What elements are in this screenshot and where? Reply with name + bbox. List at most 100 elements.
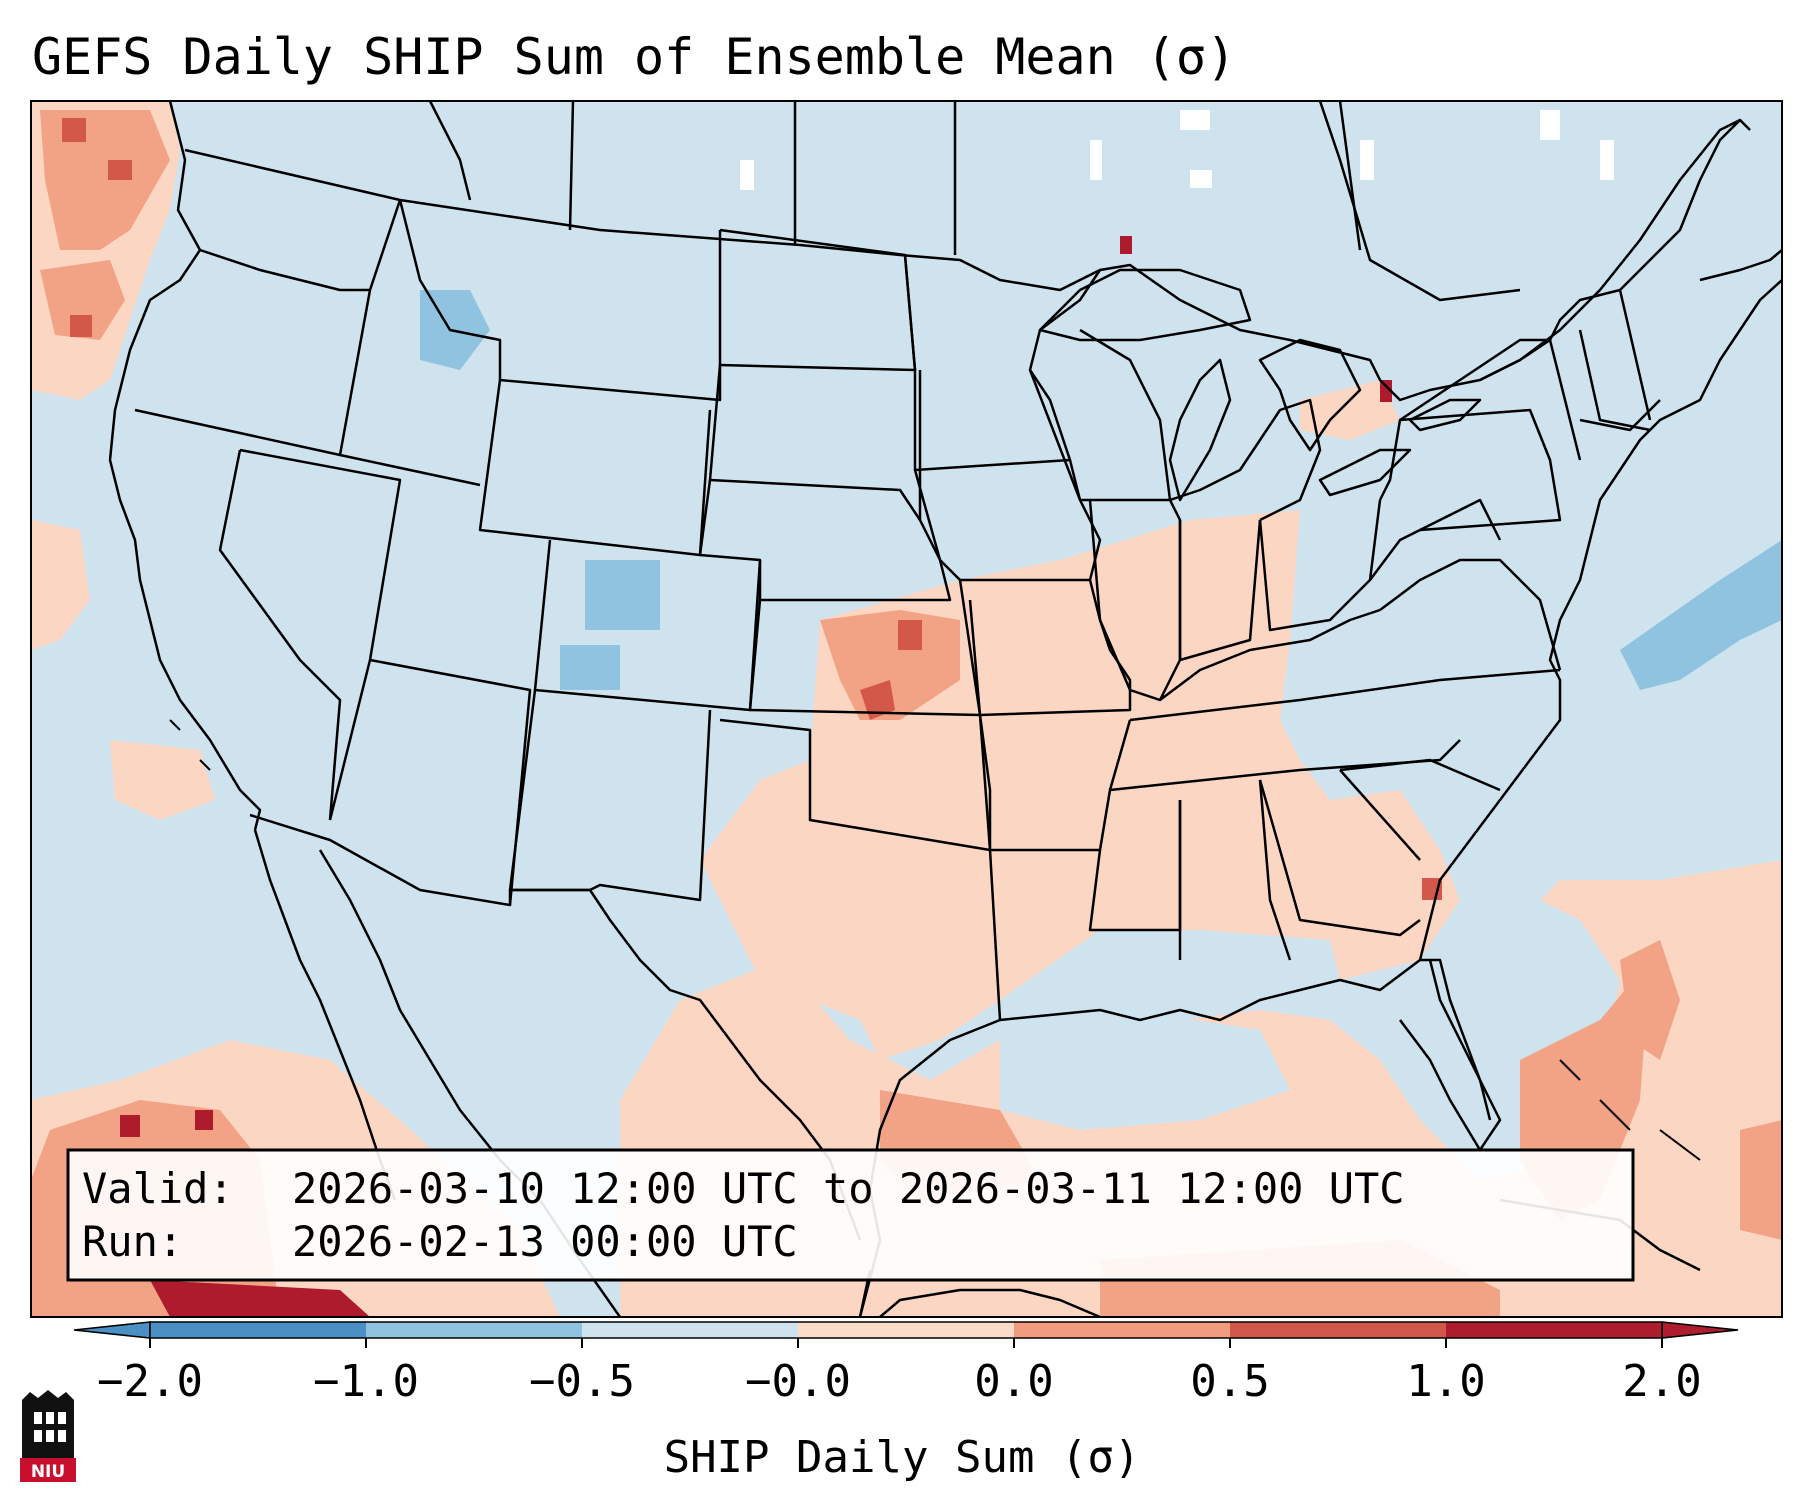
colorbar-label: SHIP Daily Sum (σ): [664, 1432, 1141, 1483]
gap-canada-4: [1360, 140, 1374, 180]
state-line-tn-south: [1109, 739, 1461, 792]
anomaly-pacific-red3: [70, 315, 92, 337]
state-line-wa-or: [199, 248, 370, 292]
colorbar-tick-label: 2.0: [1622, 1356, 1701, 1407]
channel-islands: [169, 719, 211, 771]
lake-superior: [1038, 268, 1252, 342]
logo-banner: [20, 1458, 76, 1482]
run-label: Run:: [82, 1217, 183, 1266]
anomaly-pacific-north-red2: [108, 160, 132, 180]
anomaly-colorado-blue: [585, 560, 660, 630]
gap-canada-1: [740, 160, 754, 190]
gap-canada-2: [1090, 140, 1102, 180]
canada-province-line-1: [568, 101, 575, 231]
nova-scotia: [1699, 249, 1782, 282]
gap-canada-6: [1600, 140, 1614, 180]
anomaly-atlantic-orange: [1620, 940, 1680, 1060]
state-line-co: [533, 539, 762, 712]
anomaly-kansas-red2: [898, 620, 922, 650]
state-line-ga-sc: [1339, 769, 1421, 861]
lake-huron: [1258, 338, 1362, 452]
state-line-mi: [1169, 398, 1322, 522]
anomaly-pacific-red-dot2: [195, 1110, 213, 1130]
anomaly-eastern-pacific-red: [150, 1280, 370, 1317]
anomaly-pacific-red-dot: [120, 1115, 140, 1137]
anomaly-kansas-red: [860, 680, 895, 720]
colorbar-frame: [149, 1321, 1663, 1339]
border-us-mexico: [249, 813, 862, 1241]
colorbar-extend-high: [1661, 1321, 1739, 1339]
state-line-va: [1379, 558, 1562, 671]
colorbar-extend-low: [73, 1321, 151, 1339]
anomaly-pacific-north-red: [62, 118, 86, 142]
colorbar-tick-label: 0.5: [1190, 1356, 1269, 1407]
coastline-baja: [253, 829, 397, 1201]
valid-label: Valid:: [82, 1164, 234, 1213]
coastline-gulf-texas: [858, 958, 1502, 1317]
bahamas: [1559, 1059, 1701, 1161]
coastline-atlantic: [1418, 279, 1782, 961]
info-box-background: [66, 1148, 1635, 1282]
colorbar-tick-label: −0.0: [745, 1356, 851, 1407]
anomaly-pacific-northwest-core2: [40, 260, 125, 340]
state-line-mt: [398, 199, 722, 402]
logo-window-3: [58, 1412, 66, 1424]
logo-window-2: [46, 1412, 54, 1424]
plot-title: GEFS Daily SHIP Sum of Ensemble Mean (σ): [32, 28, 1236, 86]
state-line-wi: [1028, 328, 1172, 502]
anomaly-huron-red: [1380, 380, 1392, 402]
anomaly-atlantic-blue: [1620, 540, 1782, 690]
map: [31, 101, 1782, 1317]
state-line-ky-north: [1159, 608, 1381, 701]
state-line-ok-tx: [719, 714, 992, 852]
anomaly-indiana-ohio: [1190, 510, 1300, 650]
anomaly-kansas-orange: [820, 610, 960, 720]
state-line-tx-la: [988, 849, 1002, 1021]
colorbar-bin: [582, 1322, 799, 1338]
colorbar-tick-label: 0.0: [974, 1356, 1053, 1407]
gap-canada-7: [1190, 170, 1212, 188]
logo-tower: [22, 1390, 74, 1460]
info-box: Valid: 2026-03-10 12:00 UTC to 2026-03-1…: [66, 1148, 1635, 1282]
anomaly-michigan: [1300, 380, 1400, 440]
state-line-ky-tn: [1129, 668, 1561, 722]
logo-window-4: [34, 1430, 42, 1442]
logo-window-6: [58, 1430, 66, 1442]
gap-canada-3: [1180, 110, 1210, 130]
canada-province-line-4: [1338, 101, 1362, 251]
anomaly-california-offshore: [31, 520, 90, 650]
anomaly-colorado-blue2: [560, 645, 620, 690]
colorbar-bin: [1230, 1322, 1447, 1338]
logo-window-5: [46, 1430, 54, 1442]
state-line-nv-ca: [218, 449, 342, 821]
logo-window-1: [34, 1412, 42, 1424]
state-line-al-ga: [1258, 779, 1421, 937]
colorbar-bin: [1446, 1322, 1663, 1338]
colorbar-tick-label: −1.0: [313, 1356, 419, 1407]
anomaly-pacific-northwest-core: [40, 110, 170, 250]
coastline-yucatan: [879, 1288, 1101, 1317]
colorbar: −2.0 −1.0 −0.5 −0.0 0.0 0.5 1.0 2.0: [73, 1321, 1739, 1407]
valid-time: 2026-03-10 12:00 UTC to 2026-03-11 12:00…: [292, 1164, 1405, 1213]
hudson-bay-coast: [1318, 101, 1521, 302]
state-line-oh: [1258, 499, 1382, 632]
state-line-ny: [1399, 338, 1582, 461]
state-line-nm: [508, 689, 712, 902]
state-line-ks-ok: [748, 599, 982, 717]
state-line-new-england: [1578, 289, 1661, 432]
colorbar-tick-label: −2.0: [97, 1356, 203, 1407]
gap-canada-5: [1540, 110, 1560, 140]
islands: [169, 719, 1701, 1161]
st-lawrence: [1479, 118, 1751, 382]
colorbar-tick-label: −0.5: [529, 1356, 635, 1407]
anomaly-caribbean-east: [1740, 1120, 1782, 1240]
state-line-mn: [903, 254, 1102, 472]
state-line-id: [338, 199, 481, 487]
state-line-or-ca: [134, 408, 341, 457]
colorbar-bin: [1014, 1322, 1231, 1338]
boundaries: [108, 101, 1782, 1317]
lake-erie: [1318, 448, 1412, 497]
colorbar-bin: [366, 1322, 583, 1338]
colorbar-tick-label: 1.0: [1406, 1356, 1485, 1407]
